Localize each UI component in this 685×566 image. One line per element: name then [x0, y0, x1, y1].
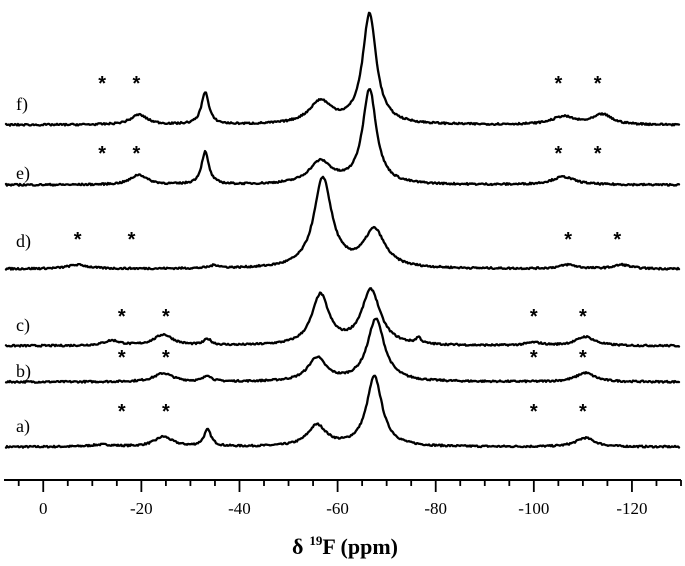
x-tick-label: -120 — [616, 499, 647, 518]
x-axis-title-rest: F (ppm) — [322, 534, 398, 559]
sideband-marker: * — [613, 229, 621, 251]
sideband-marker: * — [594, 73, 602, 95]
x-tick-label: 0 — [39, 499, 48, 518]
sideband-marker: * — [98, 73, 106, 95]
x-tick-label: -20 — [130, 499, 153, 518]
x-axis-title-superscript: 19 — [309, 533, 323, 548]
sideband-marker: * — [118, 306, 126, 328]
sideband-markers-group: * * * * * * * * * * * * * * * * * * * * * * * * — [74, 73, 622, 423]
sideband-marker: * — [162, 347, 170, 369]
sideband-marker: * — [530, 306, 538, 328]
sideband-marker: * — [128, 229, 136, 251]
trace-label-f: f) — [16, 94, 28, 115]
sideband-marker: * — [530, 401, 538, 423]
sideband-marker: * — [133, 143, 141, 165]
sideband-marker: * — [118, 401, 126, 423]
sideband-marker: * — [162, 306, 170, 328]
trace-label-b: b) — [16, 361, 31, 382]
sideband-marker: * — [98, 143, 106, 165]
sideband-marker: * — [133, 73, 141, 95]
sideband-marker: * — [530, 347, 538, 369]
x-tick-label: -100 — [518, 499, 549, 518]
x-tick-label: -80 — [424, 499, 447, 518]
sideband-marker: * — [162, 401, 170, 423]
trace-label-d: d) — [16, 231, 31, 252]
x-axis-tick-labels: 0 -20 -40 -60 -80 -100 -120 — [39, 499, 648, 518]
trace-label-c: c) — [16, 315, 30, 336]
trace-labels-group: a) b) c) d) e) f) — [16, 94, 31, 437]
sideband-marker: * — [579, 347, 587, 369]
x-axis-title: δ 19F (ppm) — [292, 533, 398, 559]
spectrum-trace-f — [4, 11, 681, 127]
spectrum-trace-b — [4, 317, 681, 384]
x-axis-ticks — [17, 480, 682, 492]
sideband-marker: * — [579, 401, 587, 423]
sideband-marker: * — [594, 143, 602, 165]
trace-label-a: a) — [16, 416, 30, 437]
x-tick-label: -60 — [326, 499, 349, 518]
sideband-marker: * — [579, 306, 587, 328]
spectra-group — [4, 11, 681, 449]
x-axis: 0 -20 -40 -60 -80 -100 -120 — [4, 479, 682, 518]
x-axis-title-delta: δ — [292, 534, 303, 559]
sideband-marker: * — [554, 143, 562, 165]
trace-label-e: e) — [16, 163, 30, 184]
spectrum-trace-d — [4, 175, 681, 271]
sideband-marker: * — [74, 229, 82, 251]
x-tick-label: -40 — [228, 499, 251, 518]
spectrum-trace-c — [4, 287, 681, 348]
spectrum-trace-a — [4, 374, 681, 449]
sideband-marker: * — [554, 73, 562, 95]
sideband-marker: * — [118, 347, 126, 369]
sideband-marker: * — [564, 229, 572, 251]
spectrum-trace-e — [4, 88, 681, 187]
